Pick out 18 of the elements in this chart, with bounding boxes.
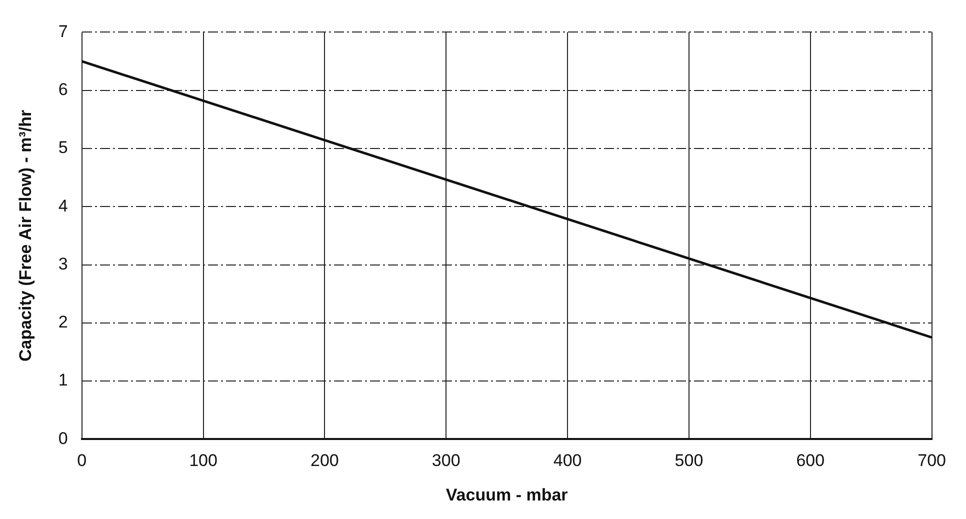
y-tick-label: 1 — [58, 370, 68, 390]
x-tick-label: 500 — [674, 451, 704, 470]
x-axis-title: Vacuum - mbar — [446, 485, 568, 504]
y-tick-label: 0 — [58, 428, 68, 448]
y-tick-label: 3 — [58, 254, 68, 274]
y-tick-label: 7 — [58, 22, 68, 41]
x-tick-label: 400 — [553, 451, 582, 470]
y-tick-label: 2 — [58, 312, 68, 332]
y-tick-label: 6 — [58, 80, 68, 100]
x-tick-label: 300 — [432, 451, 460, 470]
x-tick-label: 0 — [77, 451, 87, 470]
x-tick-label: 600 — [796, 451, 825, 470]
y-axis-title: Capacity (Free Air Flow) - m³/hr — [16, 110, 35, 362]
x-tick-label: 200 — [310, 451, 339, 470]
y-tick-label: 4 — [58, 196, 68, 216]
y-tick-label: 5 — [58, 138, 68, 158]
x-tick-label: 100 — [189, 451, 218, 470]
x-tick-label: 700 — [918, 451, 946, 470]
